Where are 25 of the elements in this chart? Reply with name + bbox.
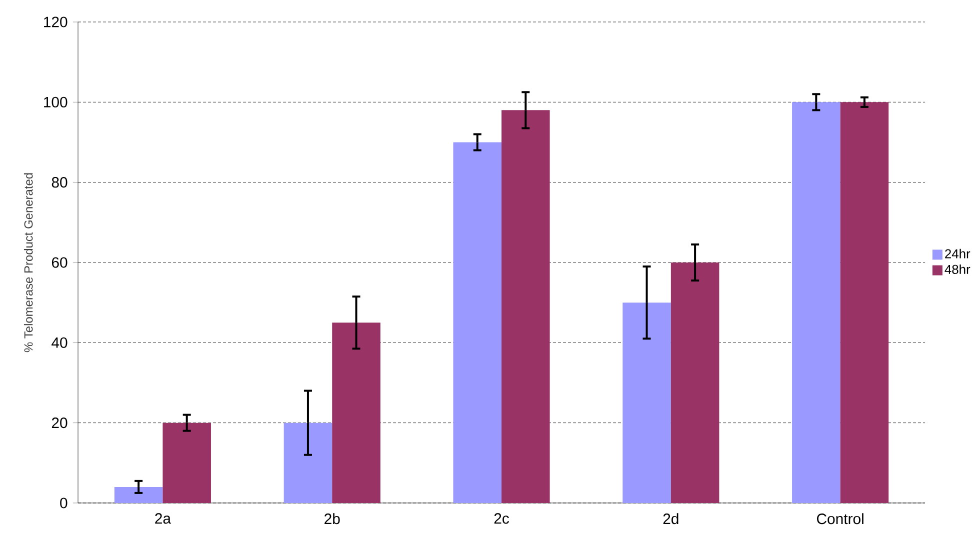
x-tick-label: 2d: [663, 513, 678, 524]
x-tick-label: 2c: [494, 513, 510, 524]
y-tick-label: 0: [60, 498, 68, 508]
x-tick-label: 2b: [324, 513, 340, 524]
legend-label: 48hr: [944, 264, 970, 274]
bar: [332, 322, 380, 503]
x-tick-label: Control: [816, 513, 864, 524]
y-tick-label: 60: [52, 257, 68, 268]
bar: [840, 102, 889, 503]
bar: [670, 262, 720, 503]
y-tick-label: 100: [44, 96, 68, 108]
bar: [162, 422, 211, 503]
bar: [453, 142, 502, 503]
legend-label: 24hr: [945, 248, 970, 258]
y-axis-title: % Telomerase Product Generated: [24, 173, 33, 352]
x-tick-label: 2a: [155, 513, 172, 524]
bar: [284, 422, 332, 503]
y-tick-label: 80: [52, 177, 68, 188]
y-tick-label: 40: [52, 337, 68, 348]
y-tick-label: 120: [44, 16, 68, 28]
bar: [502, 110, 550, 503]
y-tick-label: 20: [52, 418, 68, 428]
bar: [114, 486, 163, 503]
bar: [622, 302, 671, 503]
bar: [792, 102, 840, 503]
